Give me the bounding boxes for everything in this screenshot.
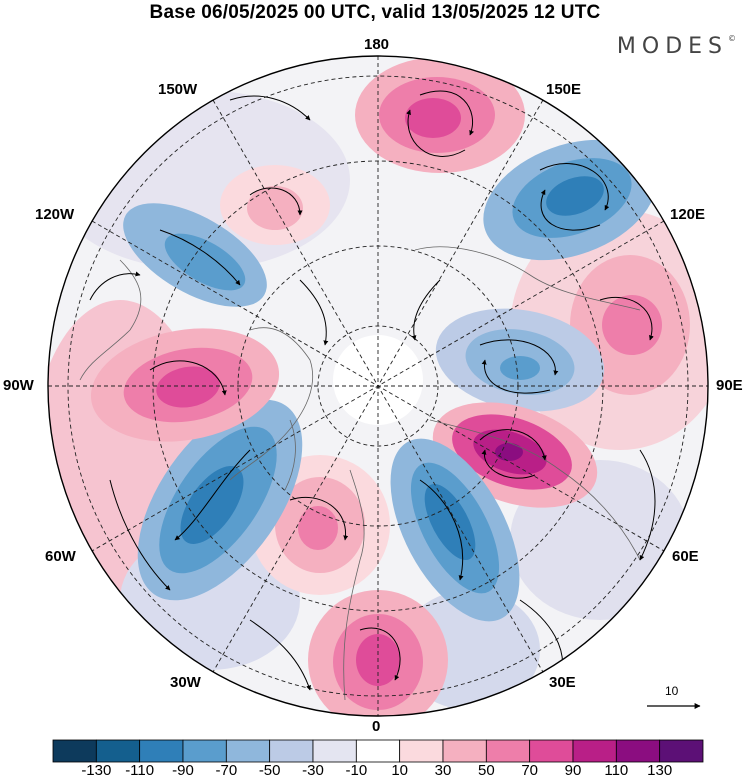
- lon-label-0: 0: [372, 718, 381, 735]
- anomaly-negative-upper-right: [483, 139, 657, 261]
- colorbar-tick-label: -130: [81, 762, 112, 779]
- colorbar-tick-label: -50: [258, 762, 281, 779]
- chart-title: Base 06/05/2025 00 UTC, valid 13/05/2025…: [149, 2, 601, 23]
- anomaly-negative-lower-left: [137, 399, 303, 601]
- lon-label-30w: 30W: [170, 674, 201, 691]
- colorbar-tick-label: 70: [521, 762, 538, 779]
- anomaly-negative-upper-left: [123, 203, 267, 307]
- lon-label-180: 180: [364, 36, 390, 53]
- colorbar-tick-label: -10: [345, 762, 368, 779]
- colorbar-tick-label: -70: [215, 762, 238, 779]
- colorbar-tick-label: 30: [434, 762, 452, 779]
- colorbar-tick-label: -30: [302, 762, 324, 779]
- coastlines: [79, 246, 641, 701]
- brand-text: MODES: [616, 34, 728, 59]
- colorbar-tick-label: 130: [647, 762, 673, 779]
- anomaly-centers: [79, 57, 690, 716]
- brand-mark: ©: [728, 34, 736, 43]
- lon-label-150e: 150E: [546, 81, 582, 98]
- wind-vectors: [89, 90, 656, 691]
- colorbar-tick-label: -110: [125, 762, 155, 779]
- graticule: [48, 56, 708, 716]
- lon-label-90e: 90E: [716, 377, 743, 394]
- lon-label-120e: 120E: [670, 206, 706, 223]
- lon-label-30e: 30E: [549, 674, 576, 691]
- colorbar-tick-label: 110: [604, 762, 629, 779]
- colorbar-tick-label: 50: [477, 762, 495, 779]
- anomaly-positive-top: [355, 57, 525, 173]
- colorbar-tick-label: -90: [172, 762, 194, 779]
- modes-logo: MODES©: [617, 34, 736, 59]
- lon-label-90w: 90W: [3, 377, 34, 394]
- colorbar-tick-label: 10: [391, 762, 408, 779]
- reference-vector-label: 10: [665, 684, 679, 698]
- lon-label-120w: 120W: [35, 206, 75, 223]
- lon-label-150w: 150W: [158, 81, 198, 98]
- map-boundary: [47, 55, 709, 717]
- lon-label-60e: 60E: [672, 548, 699, 565]
- lon-label-60w: 60W: [45, 548, 76, 565]
- colorbar-tick-label: 90: [564, 762, 582, 779]
- anomaly-positive-upper: [220, 165, 330, 245]
